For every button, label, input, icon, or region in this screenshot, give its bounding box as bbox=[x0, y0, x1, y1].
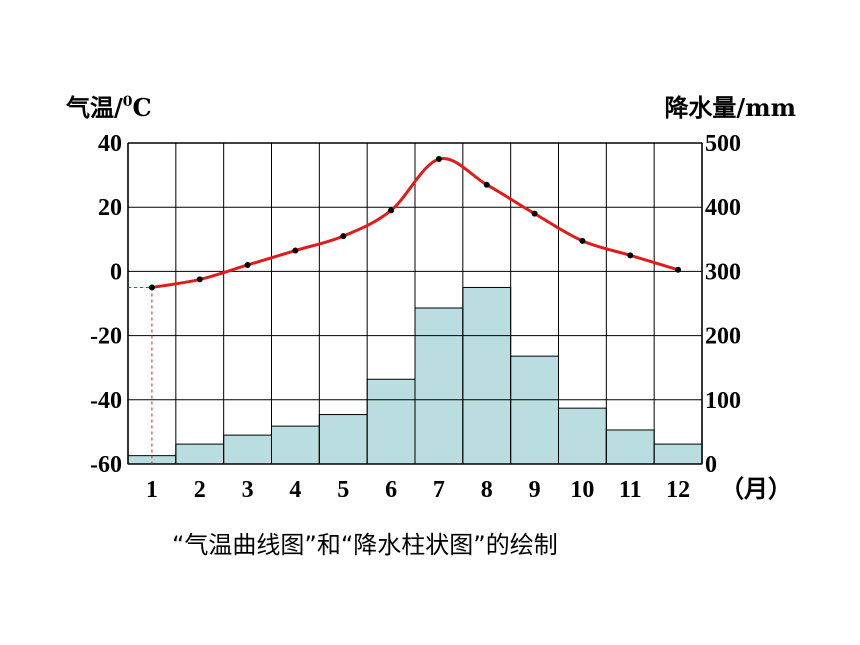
temperature-point bbox=[435, 156, 442, 163]
precipitation-tick-label: 500 bbox=[705, 131, 741, 157]
temperature-axis-label: 气温/0C bbox=[65, 93, 152, 122]
temperature-point bbox=[196, 276, 203, 283]
precipitation-tick-label: 200 bbox=[705, 324, 741, 350]
temperature-point bbox=[244, 261, 251, 268]
month-tick-label: 5 bbox=[337, 477, 349, 503]
precipitation-bar bbox=[366, 378, 416, 465]
temperature-point bbox=[388, 207, 395, 214]
precipitation-bar bbox=[558, 407, 607, 465]
month-tick-label: 9 bbox=[529, 477, 541, 503]
temperature-curve bbox=[151, 157, 679, 289]
temperature-tick-label: -40 bbox=[90, 388, 122, 414]
month-tick-label: 12 bbox=[666, 477, 690, 503]
month-axis-ticks: 1 2 3 4 5 6 7 8 9 10 11 12 bbox=[146, 477, 690, 503]
month-tick-label: 7 bbox=[433, 477, 445, 503]
temperature-points bbox=[148, 156, 682, 291]
temperature-tick-label: -60 bbox=[90, 452, 122, 478]
precipitation-bar bbox=[653, 443, 703, 465]
precipitation-axis-ticks: 500 400 300 200 100 0 bbox=[705, 131, 741, 478]
temperature-tick-label: -20 bbox=[90, 324, 122, 350]
temperature-point bbox=[292, 247, 299, 254]
month-unit-label: （月） bbox=[720, 474, 792, 503]
precipitation-tick-label: 400 bbox=[705, 195, 741, 221]
temperature-tick-label: 20 bbox=[98, 195, 122, 221]
temperature-point bbox=[675, 266, 682, 273]
precipitation-bar bbox=[271, 425, 320, 465]
month-tick-label: 1 bbox=[146, 477, 158, 503]
precipitation-axis-label: 降水量/mm bbox=[664, 93, 796, 122]
month-tick-label: 10 bbox=[570, 477, 594, 503]
temperature-tick-label: 0 bbox=[110, 259, 122, 285]
temperature-axis-ticks: 40 20 0 -20 -40 -60 bbox=[90, 131, 122, 478]
precipitation-tick-label: 0 bbox=[705, 452, 717, 478]
reference-guide bbox=[128, 286, 153, 464]
precipitation-tick-label: 300 bbox=[705, 259, 741, 285]
precipitation-bar bbox=[510, 355, 559, 465]
precipitation-bar bbox=[175, 443, 225, 465]
temperature-point bbox=[627, 252, 634, 259]
precipitation-bar bbox=[318, 414, 368, 465]
temperature-point bbox=[340, 233, 347, 240]
precipitation-bar bbox=[414, 307, 464, 465]
temperature-point bbox=[483, 181, 490, 188]
month-tick-label: 8 bbox=[481, 477, 493, 503]
precipitation-tick-label: 100 bbox=[705, 388, 741, 414]
precipitation-bar bbox=[605, 429, 655, 465]
temperature-point bbox=[579, 237, 586, 244]
temperature-point bbox=[531, 210, 538, 217]
chart-grid bbox=[127, 142, 703, 465]
temperature-tick-label: 40 bbox=[98, 131, 122, 157]
precipitation-bar bbox=[223, 434, 273, 465]
temperature-point bbox=[148, 284, 155, 291]
month-tick-label: 6 bbox=[385, 477, 397, 503]
month-tick-label: 3 bbox=[242, 477, 254, 503]
precipitation-bars bbox=[127, 286, 703, 465]
month-tick-label: 2 bbox=[194, 477, 206, 503]
temperature-line bbox=[151, 157, 679, 289]
month-tick-label: 4 bbox=[289, 477, 301, 503]
month-tick-label: 11 bbox=[619, 477, 642, 503]
precipitation-bar bbox=[462, 286, 512, 465]
figure-caption: “气温曲线图”和“降水柱状图”的绘制 bbox=[172, 531, 558, 559]
